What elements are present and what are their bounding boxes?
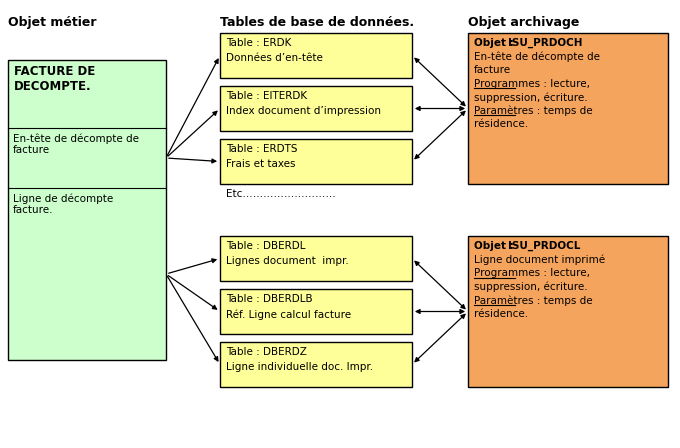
Bar	[220, 33, 412, 78]
Text: Programmes : lecture,: Programmes : lecture,	[474, 268, 590, 278]
Bar	[220, 139, 412, 184]
Text: suppression, écriture.: suppression, écriture.	[474, 281, 588, 292]
Text: Ligne individuelle doc. Impr.: Ligne individuelle doc. Impr.	[226, 362, 373, 372]
Text: Objet :: Objet :	[474, 38, 517, 48]
Text: Table : DBERDLB: Table : DBERDLB	[226, 294, 313, 304]
Text: ISU_PRDOCL: ISU_PRDOCL	[507, 241, 580, 251]
Bar	[220, 236, 412, 281]
Bar	[220, 289, 412, 334]
Text: facture: facture	[474, 65, 511, 75]
Text: Réf. Ligne calcul facture: Réf. Ligne calcul facture	[226, 309, 351, 319]
Text: Objet :: Objet :	[474, 241, 517, 251]
Text: Objet archivage: Objet archivage	[468, 16, 579, 29]
Text: résidence.: résidence.	[474, 119, 528, 129]
Text: Objet métier: Objet métier	[8, 16, 97, 29]
Bar	[8, 60, 166, 360]
Text: Tables de base de données.: Tables de base de données.	[220, 16, 414, 29]
Text: Ligne de décompte
facture.: Ligne de décompte facture.	[13, 193, 114, 215]
Text: Paramètres : temps de: Paramètres : temps de	[474, 105, 593, 116]
Text: Table : DBERDL: Table : DBERDL	[226, 241, 305, 251]
Text: suppression, écriture.: suppression, écriture.	[474, 92, 588, 103]
Bar	[220, 86, 412, 131]
Text: Paramètres : temps de: Paramètres : temps de	[474, 295, 593, 306]
Text: Données d’en-tête: Données d’en-tête	[226, 53, 323, 63]
Text: Table : ERDK: Table : ERDK	[226, 38, 291, 48]
Bar	[468, 236, 668, 387]
Bar	[220, 342, 412, 387]
Text: résidence.: résidence.	[474, 309, 528, 319]
Text: Ligne document imprimé: Ligne document imprimé	[474, 254, 605, 265]
Text: Etc………………………: Etc………………………	[226, 189, 336, 199]
Text: Table : ERDTS: Table : ERDTS	[226, 144, 298, 154]
Text: Lignes document  impr.: Lignes document impr.	[226, 256, 349, 266]
Text: Index document d’impression: Index document d’impression	[226, 106, 381, 116]
Text: Table : DBERDZ: Table : DBERDZ	[226, 347, 307, 357]
Text: FACTURE DE
DECOMPTE.: FACTURE DE DECOMPTE.	[14, 65, 95, 93]
Bar	[468, 33, 668, 184]
Text: Programmes : lecture,: Programmes : lecture,	[474, 78, 590, 89]
Text: En-tête de décompte de
facture: En-tête de décompte de facture	[13, 133, 139, 155]
Text: ISU_PRDOCH: ISU_PRDOCH	[507, 38, 582, 48]
Text: Table : EITERDK: Table : EITERDK	[226, 91, 307, 101]
Text: En-tête de décompte de: En-tête de décompte de	[474, 52, 600, 62]
Text: Frais et taxes: Frais et taxes	[226, 159, 296, 169]
